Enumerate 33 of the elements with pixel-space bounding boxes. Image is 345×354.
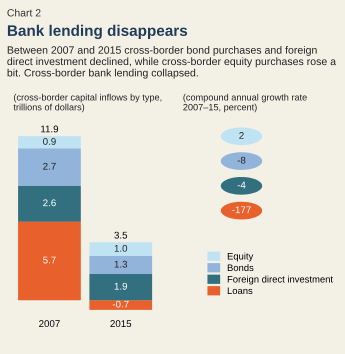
data-label: 0.9 bbox=[43, 138, 56, 145]
bar bbox=[18, 148, 81, 186]
data-label: 1.0 bbox=[114, 244, 128, 252]
bar bbox=[89, 242, 152, 256]
legend-label: Loans bbox=[228, 287, 252, 294]
text: -177 bbox=[232, 206, 251, 214]
bar bbox=[18, 136, 81, 148]
x-tick-label: 2015 bbox=[110, 320, 132, 328]
data-label: -0.7 bbox=[112, 300, 129, 308]
x-tick-label: 2007 bbox=[39, 320, 60, 328]
total-label: 3.5 bbox=[114, 232, 128, 239]
legend-label: Bonds bbox=[228, 264, 254, 272]
bar bbox=[89, 300, 152, 310]
data-label: 1.3 bbox=[114, 260, 128, 268]
data-label: 1.9 bbox=[114, 282, 128, 290]
chart-title: Bank lending disappears bbox=[8, 24, 188, 40]
bar bbox=[18, 222, 81, 300]
legend-label: Equity bbox=[228, 252, 254, 262]
caption: Chart 2 bbox=[7, 8, 41, 16]
data-label: 2.7 bbox=[43, 162, 56, 170]
text: -4 bbox=[238, 182, 246, 188]
bar bbox=[89, 274, 152, 300]
bar bbox=[18, 186, 81, 222]
text: 2 bbox=[239, 132, 244, 139]
legend-label: Foreign direct investment bbox=[228, 276, 333, 284]
y-axis-title: (cross-border capital inflows by type, trillions of dollars) bbox=[14, 94, 162, 112]
data-label: 2.6 bbox=[43, 199, 56, 206]
total-label: 11.9 bbox=[41, 126, 58, 132]
y2-axis-title: (compound annual growth rate 2007–15, percent) bbox=[183, 94, 307, 112]
chart-subtitle: Between 2007 and 2015 cross-border bond purchases and foreign direct investment declined, while cross-border equity purchases rose a bit. Cross-border bank lending collapsed. bbox=[7, 46, 336, 79]
bar bbox=[89, 256, 152, 274]
text: -8 bbox=[238, 156, 246, 164]
data-label: 5.7 bbox=[43, 256, 56, 264]
